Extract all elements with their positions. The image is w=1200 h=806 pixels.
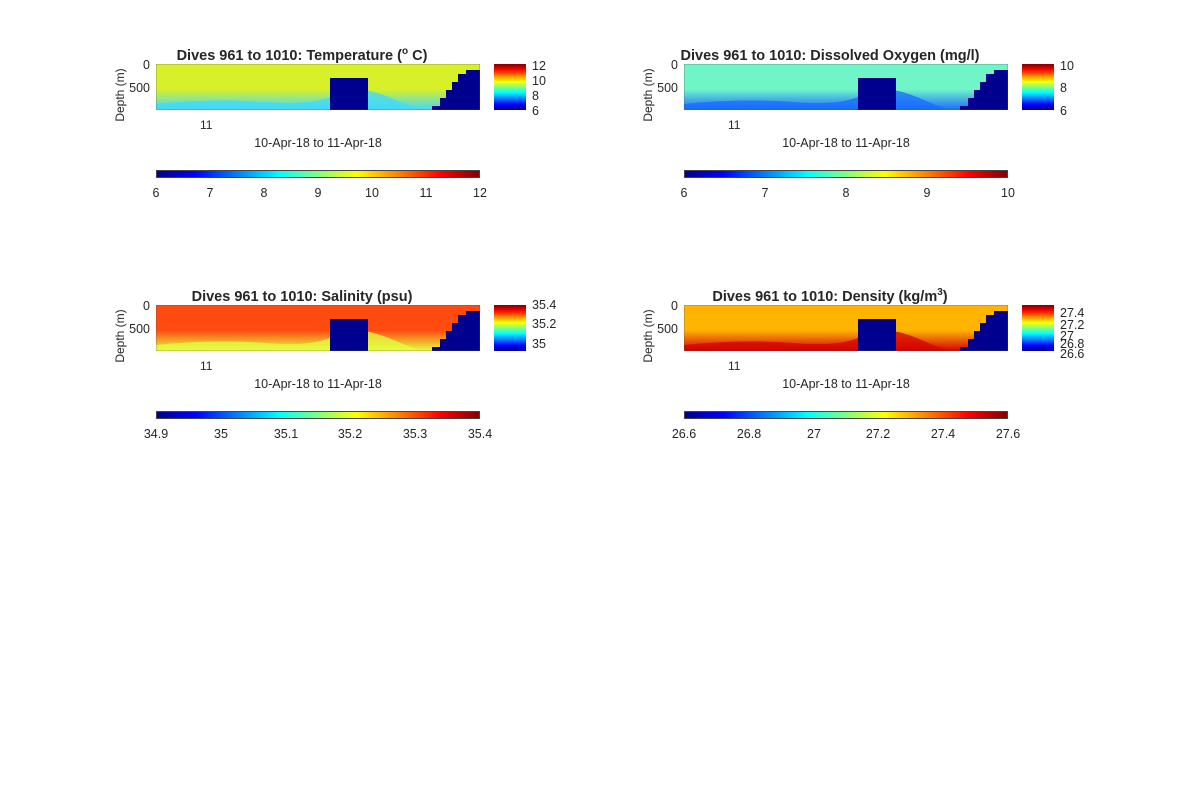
bottom-colorbar-tick: 35 xyxy=(214,427,228,441)
bottom-colorbar-tick: 26.8 xyxy=(736,427,762,441)
side-colorbar-tick: 27 xyxy=(1060,329,1074,343)
bottom-colorbar-tick: 12 xyxy=(473,186,487,200)
x-axis-label: 10-Apr-18 to 11-Apr-18 xyxy=(254,377,382,391)
y-tick-label: 0 xyxy=(671,299,678,313)
bottom-colorbar-tick: 27.6 xyxy=(995,427,1021,441)
seafloor-mask xyxy=(960,70,1008,110)
bottom-colorbar-tick: 35.3 xyxy=(402,427,428,441)
x-axis-label: 10-Apr-18 to 11-Apr-18 xyxy=(782,377,910,391)
bottom-colorbar-tick: 9 xyxy=(314,186,322,200)
x-tick-label: 11 xyxy=(200,359,213,373)
seafloor-mask xyxy=(432,311,480,351)
side-colorbar xyxy=(1022,64,1054,110)
side-colorbar-tick: 6 xyxy=(532,104,539,118)
x-tick-label: 11 xyxy=(728,359,741,373)
side-colorbar-tick: 12 xyxy=(532,59,546,73)
side-colorbar xyxy=(494,64,526,110)
depth-section-heatmap xyxy=(156,305,480,351)
data-gap-block xyxy=(330,319,368,351)
y-tick-label: 0 xyxy=(143,299,150,313)
temperature-panel: Dives 961 to 1010: Temperature (o C) Dep… xyxy=(100,46,660,266)
side-colorbar-tick: 8 xyxy=(532,89,539,103)
bottom-colorbar-tick: 10 xyxy=(1001,186,1015,200)
seafloor-mask xyxy=(960,311,1008,351)
bottom-colorbar-tick: 26.6 xyxy=(671,427,697,441)
chart-title: Dives 961 to 1010: Temperature (o C) xyxy=(176,46,428,64)
chart-title: Dives 961 to 1010: Dissolved Oxygen (mg/… xyxy=(680,47,980,64)
bottom-colorbar-tick: 27.2 xyxy=(865,427,891,441)
bottom-colorbar-tick: 35.4 xyxy=(467,427,493,441)
bottom-colorbar-tick: 7 xyxy=(206,186,214,200)
y-tick-label: 500 xyxy=(657,322,678,336)
side-colorbar-tick: 6 xyxy=(1060,104,1067,118)
bottom-colorbar-tick: 27 xyxy=(807,427,821,441)
bottom-colorbar xyxy=(156,411,480,419)
y-tick-label: 500 xyxy=(129,322,150,336)
bottom-colorbar-tick: 9 xyxy=(923,186,931,200)
bottom-colorbar-tick: 6 xyxy=(680,186,688,200)
side-colorbar-tick: 27.4 xyxy=(1060,306,1085,320)
bottom-colorbar-tick: 8 xyxy=(260,186,268,200)
y-tick-label: 0 xyxy=(143,58,150,72)
depth-section-heatmap xyxy=(684,305,1008,351)
bottom-colorbar-tick: 11 xyxy=(419,186,433,200)
depth-section-heatmap xyxy=(684,64,1008,110)
bottom-colorbar xyxy=(684,170,1008,178)
bottom-colorbar xyxy=(684,411,1008,419)
y-tick-label: 500 xyxy=(657,81,678,95)
chart-title: Dives 961 to 1010: Density (kg/m3) xyxy=(712,287,948,305)
data-gap-block xyxy=(330,78,368,110)
bottom-colorbar-tick: 35.1 xyxy=(273,427,299,441)
side-colorbar-tick: 26.6 xyxy=(1060,347,1085,361)
x-tick-label: 11 xyxy=(200,118,213,132)
data-gap-block xyxy=(858,319,896,351)
depth-section-heatmap xyxy=(156,64,480,110)
side-colorbar-tick: 27.2 xyxy=(1060,318,1085,332)
salinity-panel: Dives 961 to 1010: Salinity (psu) Depth … xyxy=(100,287,660,507)
y-tick-label: 0 xyxy=(671,58,678,72)
side-colorbar-tick: 35 xyxy=(532,337,546,351)
side-colorbar-tick: 26.8 xyxy=(1060,337,1085,351)
side-colorbar-tick: 35.4 xyxy=(532,298,557,312)
seafloor-mask xyxy=(432,70,480,110)
bottom-colorbar-tick: 27.4 xyxy=(930,427,956,441)
x-tick-label: 11 xyxy=(728,118,741,132)
oxygen-panel: Dives 961 to 1010: Dissolved Oxygen (mg/… xyxy=(628,46,1188,266)
data-gap-block xyxy=(858,78,896,110)
x-axis-label: 10-Apr-18 to 11-Apr-18 xyxy=(782,136,910,150)
bottom-colorbar-tick: 35.2 xyxy=(337,427,363,441)
bottom-colorbar-tick: 10 xyxy=(365,186,379,200)
bottom-colorbar-tick: 6 xyxy=(152,186,160,200)
side-colorbar xyxy=(494,305,526,351)
bottom-colorbar-tick: 34.9 xyxy=(143,427,169,441)
x-axis-label: 10-Apr-18 to 11-Apr-18 xyxy=(254,136,382,150)
side-colorbar-tick: 35.2 xyxy=(532,317,557,331)
bottom-colorbar-tick: 8 xyxy=(842,186,850,200)
y-tick-label: 500 xyxy=(129,81,150,95)
side-colorbar-tick: 8 xyxy=(1060,81,1067,95)
density-panel: Dives 961 to 1010: Density (kg/m3) Depth… xyxy=(628,287,1188,507)
bottom-colorbar-tick: 7 xyxy=(761,186,769,200)
chart-title: Dives 961 to 1010: Salinity (psu) xyxy=(191,288,413,305)
side-colorbar-tick: 10 xyxy=(532,74,546,88)
side-colorbar xyxy=(1022,305,1054,351)
bottom-colorbar xyxy=(156,170,480,178)
side-colorbar-tick: 10 xyxy=(1060,59,1074,73)
